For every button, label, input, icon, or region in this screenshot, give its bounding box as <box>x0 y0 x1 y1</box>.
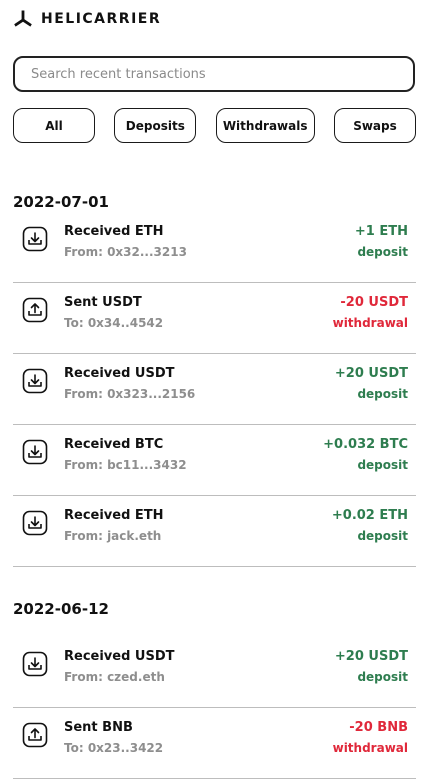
download-icon <box>22 368 48 394</box>
transaction-type: withdrawal <box>332 741 408 755</box>
upload-icon <box>22 722 48 748</box>
brand-name: HELICARRIER <box>41 11 162 27</box>
transaction-amount: +0.032 BTC <box>323 437 408 452</box>
filter-withdrawals-button[interactable]: Withdrawals <box>215 108 315 143</box>
transaction-title: Sent BNB <box>64 720 133 735</box>
upload-icon <box>22 297 48 323</box>
download-icon <box>22 510 48 536</box>
transaction-type: deposit <box>357 670 408 684</box>
app-header: HELICARRIER <box>13 8 161 30</box>
transaction-counterparty: From: jack.eth <box>64 529 162 543</box>
transaction-row[interactable]: Received USDT From: czed.eth +20 USDT depos… <box>13 637 416 708</box>
date-heading: 2022-07-01 <box>13 193 109 211</box>
transaction-title: Sent USDT <box>64 295 142 310</box>
transaction-amount: +1 ETH <box>354 224 408 239</box>
transaction-counterparty: From: czed.eth <box>64 670 165 684</box>
transaction-counterparty: From: 0x32...3213 <box>64 245 187 259</box>
transaction-amount: +20 USDT <box>334 366 408 381</box>
transaction-counterparty: From: bc11...3432 <box>64 458 187 472</box>
transaction-row[interactable]: Received USDT From: 0x323...2156 +20 USDT d… <box>13 354 416 425</box>
transaction-amount: +20 USDT <box>334 649 408 664</box>
transaction-type: deposit <box>357 245 408 259</box>
filter-all-button[interactable]: All <box>13 108 95 143</box>
filter-swaps-button[interactable]: Swaps <box>333 108 416 143</box>
download-icon <box>22 226 48 252</box>
transaction-amount: +0.02 ETH <box>331 508 408 523</box>
filter-bar: All Deposits Withdrawals Swaps <box>13 108 416 143</box>
filter-deposits-button[interactable]: Deposits <box>114 108 197 143</box>
transaction-row[interactable]: Received BTC From: bc11...3432 +0.032 BTC d… <box>13 425 416 496</box>
transaction-type: deposit <box>357 387 408 401</box>
download-icon <box>22 651 48 677</box>
transaction-amount: -20 BNB <box>349 720 408 735</box>
transaction-title: Received ETH <box>64 508 164 523</box>
transaction-counterparty: To: 0x34..4542 <box>64 316 164 330</box>
transaction-title: Received ETH <box>64 224 164 239</box>
transaction-counterparty: To: 0x23..3422 <box>64 741 164 755</box>
transaction-title: Received BTC <box>64 437 164 452</box>
transaction-amount: -20 USDT <box>340 295 408 310</box>
download-icon <box>22 439 48 465</box>
transaction-row[interactable]: Received ETH From: 0x32...3213 +1 ETH depos… <box>13 212 416 283</box>
helicarrier-logo-icon <box>14 10 32 27</box>
transaction-row[interactable]: Sent BNB To: 0x23..3422 -20 BNB withdrawal <box>13 708 416 779</box>
transaction-counterparty: From: 0x323...2156 <box>64 387 196 401</box>
transaction-type: deposit <box>357 529 408 543</box>
transaction-row[interactable]: Received ETH From: jack.eth +0.02 ETH depos… <box>13 496 416 567</box>
transaction-title: Received USDT <box>64 649 175 664</box>
transaction-row[interactable]: Sent USDT To: 0x34..4542 -20 USDT withdrawa… <box>13 283 416 354</box>
date-heading: 2022-06-12 <box>13 600 109 618</box>
search-input[interactable] <box>13 56 415 92</box>
transaction-title: Received USDT <box>64 366 175 381</box>
transaction-type: deposit <box>357 458 408 472</box>
transaction-type: withdrawal <box>332 316 408 330</box>
